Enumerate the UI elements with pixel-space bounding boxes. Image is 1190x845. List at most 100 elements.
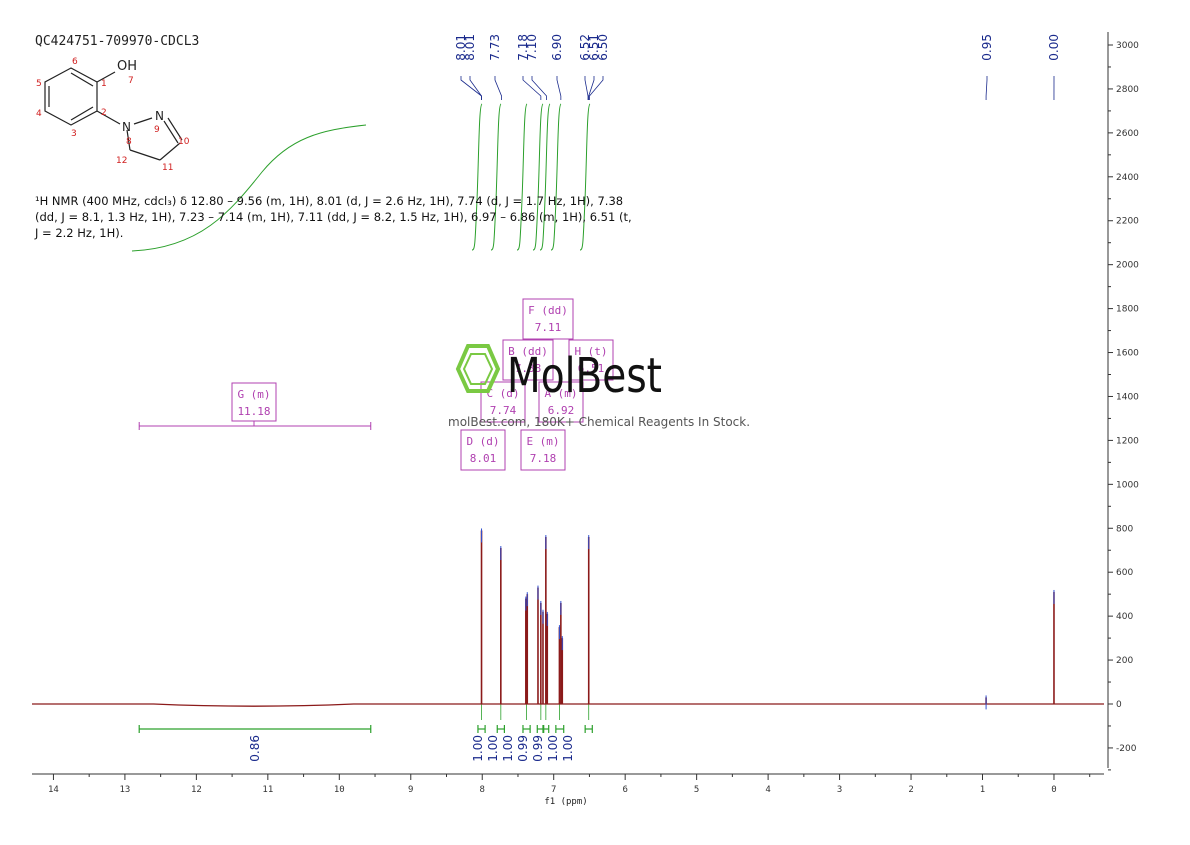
peak-label-connector [532, 76, 547, 100]
spectrum-trace [32, 528, 1104, 709]
atom-number: 11 [162, 163, 173, 173]
multiplet-value: 7.11 [535, 321, 562, 334]
integral-step [533, 104, 543, 250]
integral-step [580, 104, 590, 250]
atom-number: 3 [71, 129, 77, 139]
benzene-ring [45, 68, 97, 125]
x-tick-label: 8 [480, 785, 485, 795]
y-tick-label: 600 [1116, 568, 1133, 578]
watermark-tagline: molBest.com, 180K+ Chemical Reagents In … [448, 415, 750, 429]
x-tick-label: 13 [119, 785, 130, 795]
multiplet-value: 11.18 [237, 405, 270, 418]
integral-step [491, 104, 501, 250]
peak-label: 7.73 [488, 34, 502, 61]
nitrogen-label-2: N [155, 109, 164, 123]
x-tick-label: 9 [408, 785, 413, 795]
integral-step [472, 104, 482, 250]
peak-label: 8.01 [463, 34, 477, 61]
x-tick-label: 14 [48, 785, 59, 795]
integral-label: 1.00 [471, 735, 485, 762]
double-bond-ring-c [71, 73, 93, 86]
nitrogen-label-1: N [122, 120, 131, 134]
x-axis-label: f1 (ppm) [544, 797, 587, 807]
atom-number: 9 [154, 125, 160, 135]
integral-label: 1.00 [546, 735, 560, 762]
x-tick-label: 1 [980, 785, 985, 795]
x-tick-label: 0 [1051, 785, 1056, 795]
n-c-double-bond [164, 121, 178, 143]
x-tick-label: 2 [908, 785, 913, 795]
integral-step [540, 104, 550, 250]
sample-id: QC424751-709970-CDCL3 [35, 34, 199, 49]
integral-label: 0.86 [248, 735, 262, 762]
peak-label-connector [585, 76, 588, 100]
peak-label: 0.95 [980, 34, 994, 61]
n-n-bond [134, 118, 152, 124]
multiplet-value: 7.18 [530, 452, 557, 465]
multiplet-name: F (dd) [528, 304, 568, 317]
molbest-logo-icon [458, 346, 498, 391]
y-tick-label: 400 [1116, 612, 1133, 622]
y-tick-label: 3000 [1116, 41, 1139, 51]
y-tick-label: -200 [1116, 744, 1137, 754]
y-tick-label: 2200 [1116, 217, 1139, 227]
x-tick-label: 6 [622, 785, 627, 795]
integral-step [517, 104, 527, 250]
peak-label: 6.50 [596, 34, 610, 61]
y-tick-label: 0 [1116, 700, 1122, 710]
hydroxyl-label: OH [117, 59, 137, 74]
atom-number: 7 [128, 76, 134, 86]
y-tick-label: 1600 [1116, 349, 1139, 359]
atom-number: 1 [101, 79, 107, 89]
y-axis: 3000280026002400220020001800160014001200… [1108, 32, 1139, 770]
integral-label: 0.99 [531, 735, 545, 762]
c-c-bond [160, 143, 180, 160]
nmr-report-line-1: ¹H NMR (400 MHz, cdcl₃) δ 12.80 – 9.56 (… [35, 194, 623, 208]
spectrum-baseline [32, 704, 1104, 706]
atom-number: 10 [178, 137, 190, 147]
atom-number: 8 [126, 137, 132, 147]
y-tick-label: 2800 [1116, 85, 1139, 95]
x-tick-label: 11 [262, 785, 273, 795]
atom-number: 4 [36, 109, 42, 119]
y-tick-label: 2000 [1116, 261, 1139, 271]
y-tick-label: 2400 [1116, 173, 1139, 183]
y-tick-label: 200 [1116, 656, 1133, 666]
atom-number: 12 [116, 156, 127, 166]
x-tick-label: 3 [837, 785, 842, 795]
multiplet-value: 8.01 [470, 452, 497, 465]
integral-step [551, 104, 561, 250]
peak-label: 0.00 [1047, 34, 1061, 61]
peak-label: 7.10 [525, 34, 539, 61]
c-c-bond-2 [130, 150, 160, 160]
x-tick-label: 7 [551, 785, 556, 795]
y-tick-label: 1400 [1116, 392, 1139, 402]
x-tick-label: 5 [694, 785, 699, 795]
peak-label-connector [557, 76, 561, 100]
y-tick-label: 1000 [1116, 480, 1139, 490]
x-tick-label: 4 [765, 785, 770, 795]
atom-number: 5 [36, 79, 42, 89]
x-tick-label: 12 [191, 785, 202, 795]
y-tick-label: 1800 [1116, 305, 1139, 315]
multiplet-name: D (d) [466, 435, 499, 448]
atom-number: 2 [101, 108, 107, 118]
integral-label: 1.00 [561, 735, 575, 762]
peak-label: 6.90 [550, 34, 564, 61]
y-tick-label: 1200 [1116, 436, 1139, 446]
nmr-report-line-2: (dd, J = 8.1, 1.3 Hz, 1H), 7.23 – 7.14 (… [35, 210, 632, 224]
y-tick-label: 800 [1116, 524, 1133, 534]
nmr-report: ¹H NMR (400 MHz, cdcl₃) δ 12.80 – 9.56 (… [34, 194, 632, 240]
multiplet-name: E (m) [526, 435, 559, 448]
peak-label-connector [495, 76, 502, 100]
watermark-brand: MolBest [507, 348, 662, 404]
peak-label-connector [986, 76, 987, 100]
integral-label: 1.00 [486, 735, 500, 762]
integral-curve-broad [132, 125, 366, 251]
multiplet-name: G (m) [237, 388, 270, 401]
integral-label: 0.99 [516, 735, 530, 762]
